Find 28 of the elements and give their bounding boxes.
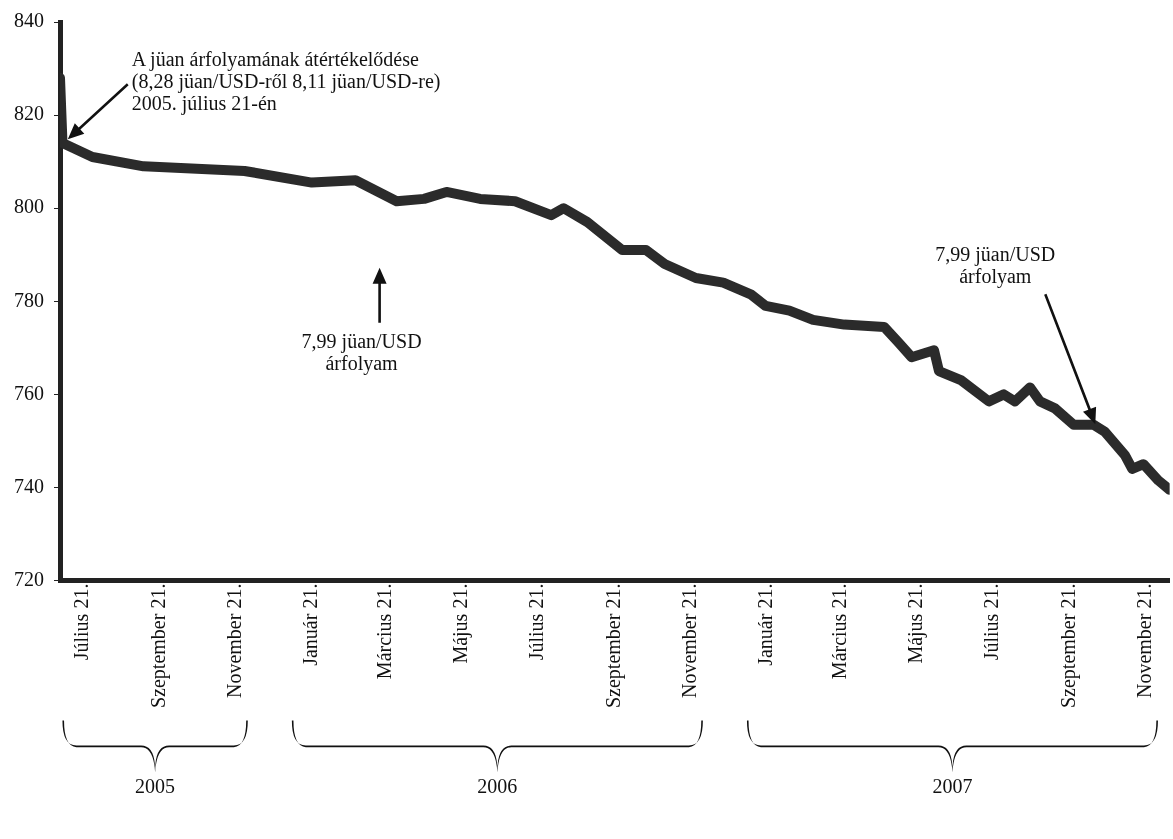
y-tick-label: 760 (14, 381, 44, 404)
x-tick-label: Március 21. (827, 583, 850, 680)
x-tick-label: Szeptember 21. (602, 583, 626, 708)
annotation: A jüan árfolyamának átértékelődése (8,28 jüan/USD-ről 8,11 jüan/USD-re) 2005. július 21-én (131, 48, 441, 116)
x-tick-label: November 21. (678, 583, 701, 699)
x-tick-label: Május 21. (448, 583, 472, 664)
x-tick-label: Január 21. (754, 583, 777, 666)
annotation: 7,99 jüan/USD árfolyam (935, 243, 1056, 289)
x-tick-label: Március 21. (372, 583, 395, 680)
text: 2007 (932, 774, 973, 797)
x-tick-label: Július 21. (524, 583, 547, 661)
x-tick-label: Szeptember 21. (1057, 583, 1081, 708)
y-tick-label: 780 (14, 288, 44, 311)
x-tick-label: November 21. (1133, 583, 1156, 699)
x-tick-label: Május 21. (903, 583, 927, 664)
x-tick-label: Január 21. (299, 583, 322, 666)
text: 2005 (135, 774, 176, 797)
x-tick-label: November 21. (223, 583, 246, 699)
annotation: 7,99 jüan/USD árfolyam (301, 329, 422, 375)
text: 2006 (477, 774, 518, 797)
x-tick-label: Július 21. (69, 583, 92, 661)
y-tick-label: 720 (14, 567, 44, 590)
x-tick-label: Szeptember 21. (146, 583, 170, 708)
y-tick-label: 820 (14, 102, 44, 125)
y-tick-label: 840 (14, 9, 44, 32)
y-tick-label: 740 (14, 474, 44, 497)
x-tick-label: Július 21. (979, 583, 1002, 661)
y-tick-label: 800 (14, 195, 44, 218)
